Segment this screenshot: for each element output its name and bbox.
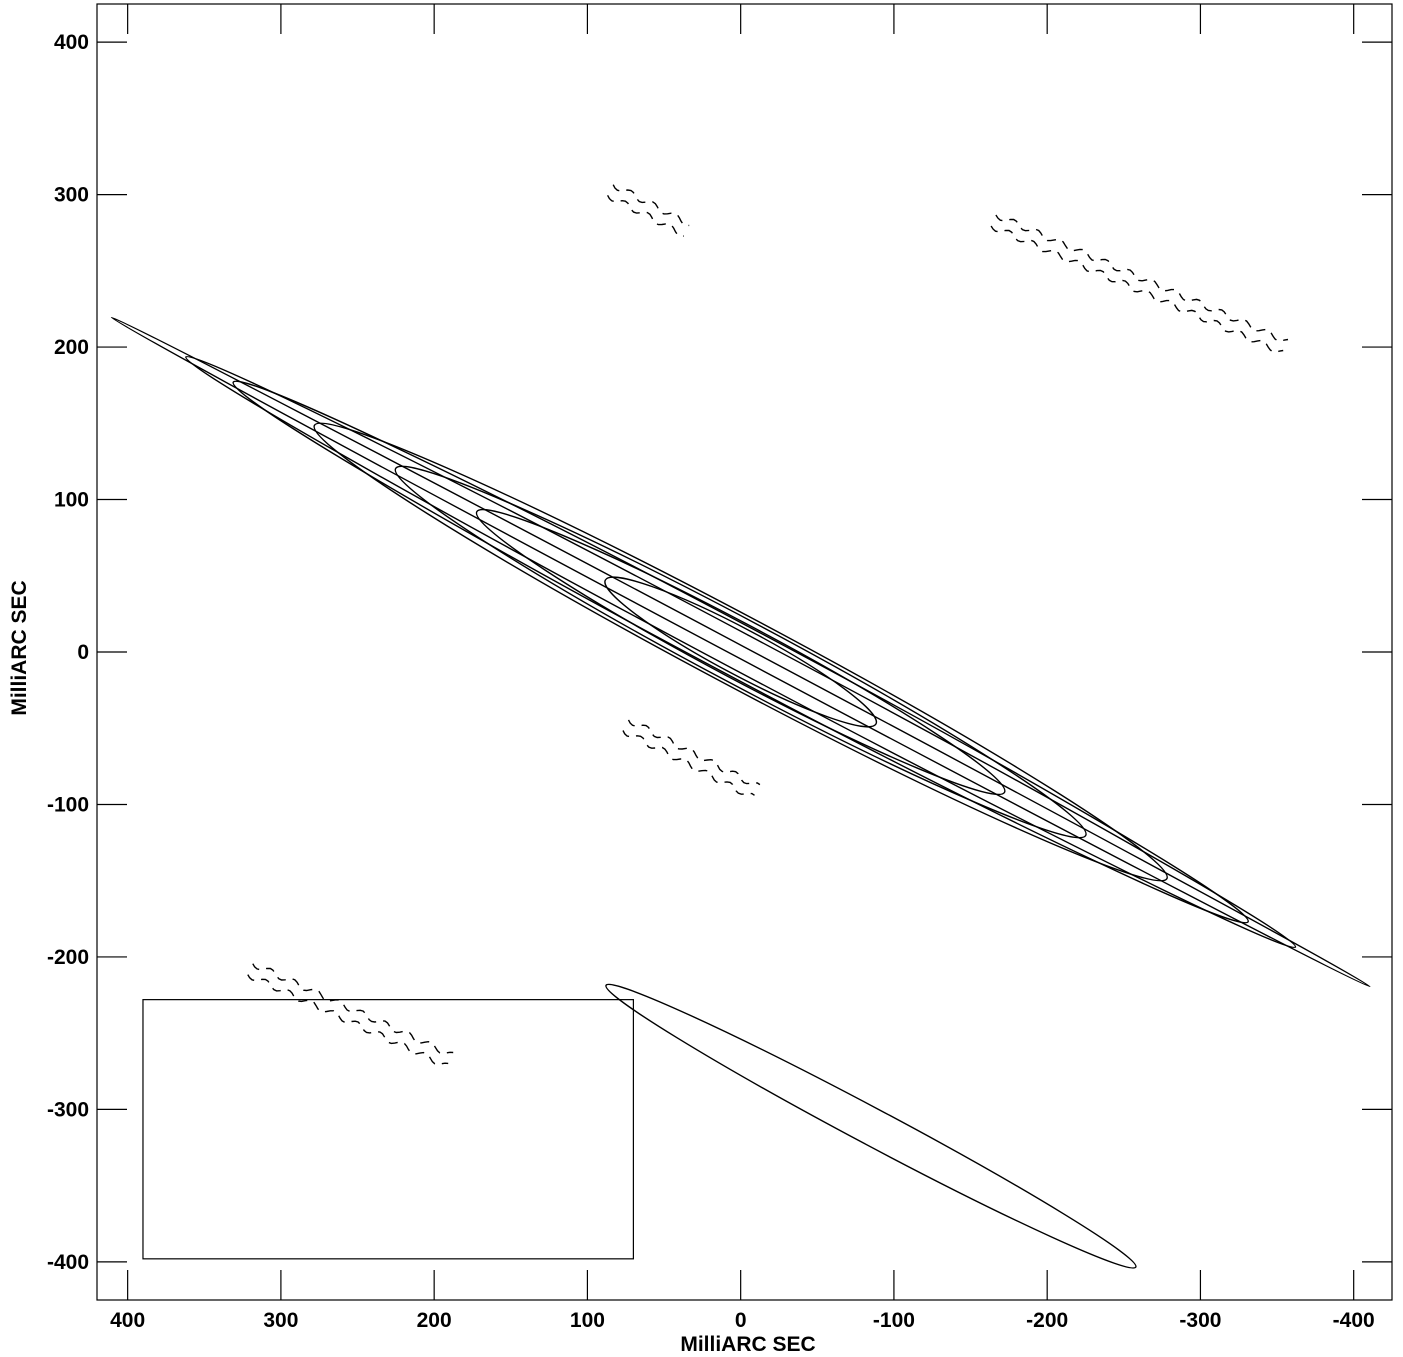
- source-contour-level-6: [475, 508, 1006, 796]
- x-tick-label: -300: [1179, 1309, 1221, 1332]
- sidelobe-contour: [990, 225, 1284, 353]
- y-tick-label: -200: [47, 946, 89, 969]
- x-tick-label: 200: [417, 1309, 452, 1332]
- source-contour-level-5: [394, 465, 1087, 839]
- sidelobe-contours: [247, 184, 1289, 1066]
- plot-frame: [96, 3, 1393, 1301]
- tick-labels: 400 300 200 100 0 -100 -200 -300 -400 400 300 200 10…: [47, 31, 1375, 1332]
- source-contour-level-3: [232, 380, 1249, 924]
- y-tick-label: -100: [47, 793, 89, 816]
- axis-ticks: [97, 4, 1392, 1300]
- y-tick-label: 400: [54, 31, 89, 54]
- sidelobe-contour: [627, 719, 761, 786]
- y-tick-label: 100: [54, 489, 89, 512]
- beam-box: [142, 999, 634, 1260]
- y-tick-label: -400: [47, 1251, 89, 1274]
- x-tick-label: 100: [570, 1309, 605, 1332]
- x-tick-label: -200: [1026, 1309, 1068, 1332]
- source-contours: [110, 316, 1371, 988]
- source-contour-level-1: [110, 316, 1371, 988]
- source-contour-level-7: [604, 576, 878, 728]
- y-tick-label: 0: [77, 641, 89, 664]
- x-tick-label: 0: [735, 1309, 747, 1332]
- y-tick-label: 300: [54, 184, 89, 207]
- y-tick-label: 200: [54, 336, 89, 359]
- x-axis-label: MilliARC SEC: [680, 1333, 815, 1356]
- x-tick-label: -400: [1333, 1309, 1375, 1332]
- beam-ellipse: [605, 983, 1137, 1269]
- sidelobe-contour: [247, 974, 449, 1066]
- source-contour-level-2: [185, 355, 1297, 949]
- x-tick-label: 400: [110, 1309, 145, 1332]
- beam-inset: [142, 983, 1137, 1269]
- sidelobe-contour: [606, 194, 684, 237]
- y-axis-label: MilliARC SEC: [8, 580, 31, 715]
- sidelobe-contour: [252, 963, 454, 1055]
- sidelobe-contour: [622, 730, 755, 796]
- y-tick-label: -300: [47, 1098, 89, 1121]
- source-contour-level-4: [313, 422, 1168, 882]
- x-tick-label: 300: [263, 1309, 298, 1332]
- x-tick-label: -100: [873, 1309, 915, 1332]
- sidelobe-contour: [995, 214, 1289, 342]
- sidelobe-contour: [612, 184, 690, 227]
